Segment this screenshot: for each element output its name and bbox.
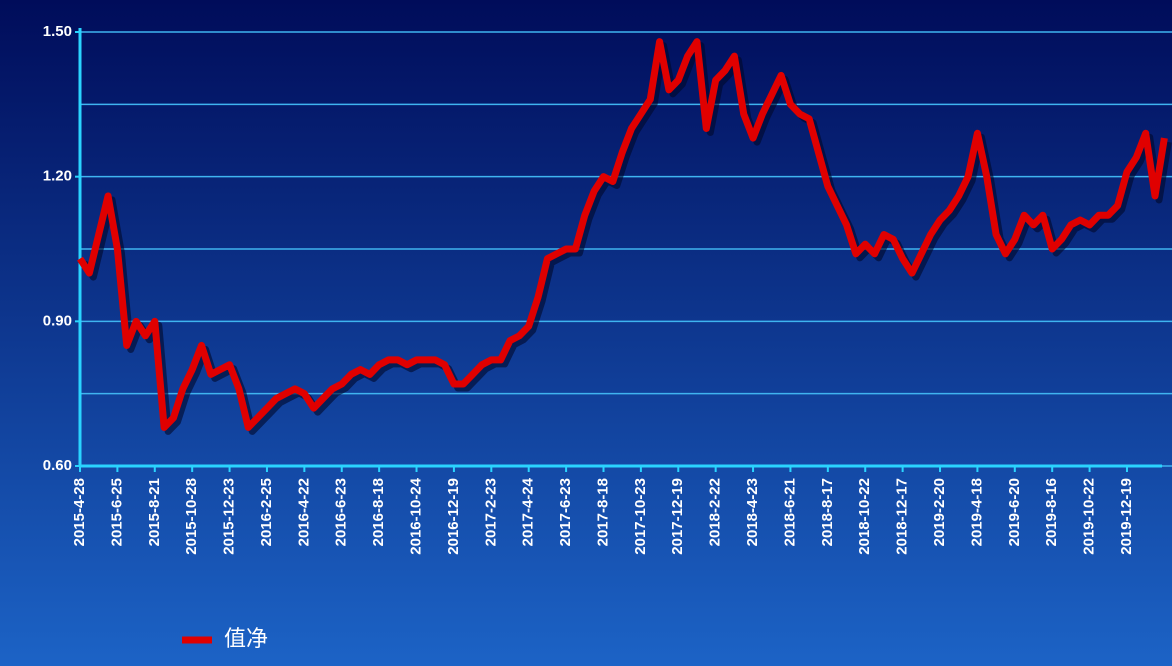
- x-tick-label: 2015-10-28: [183, 478, 200, 555]
- x-tick-label: 2019-6-20: [1006, 478, 1023, 546]
- x-tick-label: 2019-8-16: [1043, 478, 1060, 546]
- x-tick-label: 2015-6-25: [108, 478, 125, 546]
- x-tick-label: 2016-2-25: [258, 478, 275, 546]
- x-tick-label: 2015-12-23: [221, 478, 238, 555]
- legend-label: 值净: [224, 626, 268, 651]
- x-tick-label: 2016-4-22: [295, 478, 312, 546]
- x-tick-label: 2018-10-22: [856, 478, 873, 555]
- x-tick-label: 2018-4-23: [744, 478, 761, 546]
- x-tick-label: 2017-10-23: [632, 478, 649, 555]
- x-tick-label: 2016-12-19: [445, 478, 462, 555]
- y-tick-label: 1.50: [43, 23, 72, 40]
- line: [77, 38, 1168, 431]
- x-tick-label: 2019-10-22: [1081, 478, 1098, 555]
- x-tick-label: 2019-4-18: [968, 478, 985, 546]
- y-tick-label: 1.20: [43, 168, 72, 185]
- x-tick-label: 2016-6-23: [333, 478, 350, 546]
- x-tick-label: 2017-8-18: [594, 478, 611, 546]
- x-tick-label: 2018-2-22: [707, 478, 724, 546]
- x-tick-label: 2019-12-19: [1118, 478, 1135, 555]
- x-tick-label: 2017-4-24: [520, 477, 537, 546]
- x-tick-label: 2017-6-23: [557, 478, 574, 546]
- x-tick-label: 2016-8-18: [370, 478, 387, 546]
- x-tick-label: 2019-2-20: [931, 478, 948, 546]
- x-tick-label: 2018-8-17: [819, 478, 836, 546]
- x-tick-label: 2018-12-17: [894, 478, 911, 555]
- x-tick-label: 2015-8-21: [146, 478, 163, 546]
- x-tick-label: 2017-12-19: [669, 478, 686, 555]
- x-tick-label: 2018-6-21: [781, 478, 798, 546]
- x-tick-label: 2015-4-28: [71, 478, 88, 546]
- x-tick-label: 2016-10-24: [407, 477, 424, 554]
- y-tick-label: 0.60: [43, 457, 72, 474]
- x-tick-label: 2017-2-23: [482, 478, 499, 546]
- y-tick-label: 0.90: [43, 312, 72, 329]
